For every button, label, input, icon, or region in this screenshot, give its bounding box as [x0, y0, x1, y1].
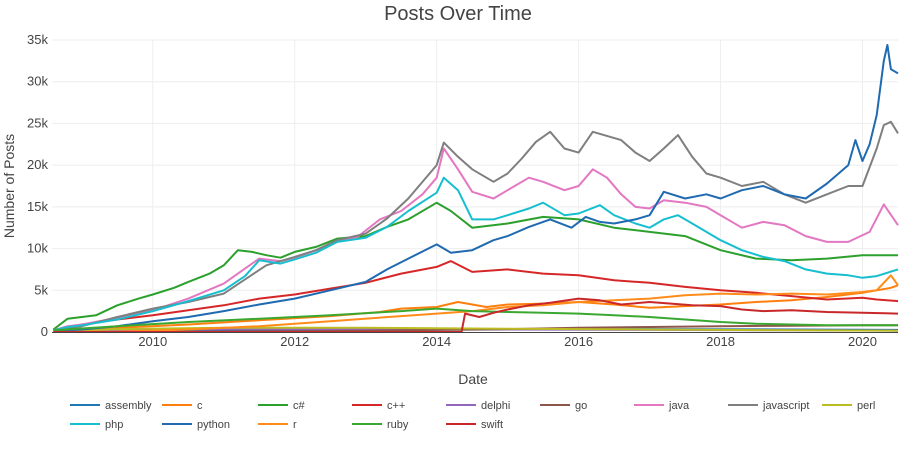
y-tick-label: 15k	[27, 199, 48, 214]
x-tick-label: 2010	[138, 334, 167, 349]
y-tick-label: 30k	[27, 74, 48, 89]
legend-label: assembly	[105, 400, 152, 412]
x-tick-label: 2018	[706, 334, 735, 349]
series-line-java	[53, 147, 899, 332]
y-tick-label: 35k	[27, 32, 48, 47]
legend-label: swift	[481, 419, 503, 431]
series-line-php	[53, 176, 899, 332]
legend-label: ruby	[387, 419, 409, 431]
x-tick-label: 2014	[422, 334, 451, 349]
legend-label: go	[575, 400, 587, 412]
legend-label: javascript	[762, 400, 809, 412]
legend-label: c	[197, 400, 203, 412]
series-group	[52, 44, 899, 333]
legend-label: java	[668, 400, 690, 412]
series-line-perl	[53, 326, 899, 333]
series-line-ruby	[53, 307, 898, 332]
legend-label: python	[197, 419, 230, 431]
series-line-swift	[53, 297, 899, 333]
legend-label: php	[105, 419, 123, 431]
x-tick-label: 2020	[848, 334, 877, 349]
legend-label: r	[293, 419, 297, 431]
legend: assembly c c# c++ delphi go java javascript perl…	[70, 400, 875, 431]
y-tick-label: 5k	[34, 282, 48, 297]
x-axis-label: Date	[458, 371, 488, 387]
legend-label: c++	[387, 400, 405, 412]
legend-label: c#	[293, 400, 306, 412]
legend-label: perl	[857, 400, 875, 412]
series-line-python	[53, 44, 899, 333]
chart-title: Posts Over Time	[384, 3, 532, 25]
x-tick-label: 2012	[280, 334, 309, 349]
series-line-r	[53, 274, 899, 333]
x-axis-ticks: 2010 2012 2014 2016 2018 2020	[138, 334, 877, 349]
series-line-c++	[53, 260, 899, 332]
y-axis-ticks: 0 5k 10k 15k 20k 25k 30k 35k	[27, 32, 48, 339]
y-axis-label: Number of Posts	[1, 134, 17, 238]
y-tick-label: 10k	[27, 241, 48, 256]
legend-label: delphi	[481, 400, 510, 412]
x-tick-label: 2016	[564, 334, 593, 349]
y-tick-label: 20k	[27, 157, 48, 172]
series-line-javascript	[53, 120, 899, 332]
y-tick-label: 0	[41, 324, 48, 339]
y-tick-label: 25k	[27, 115, 48, 130]
